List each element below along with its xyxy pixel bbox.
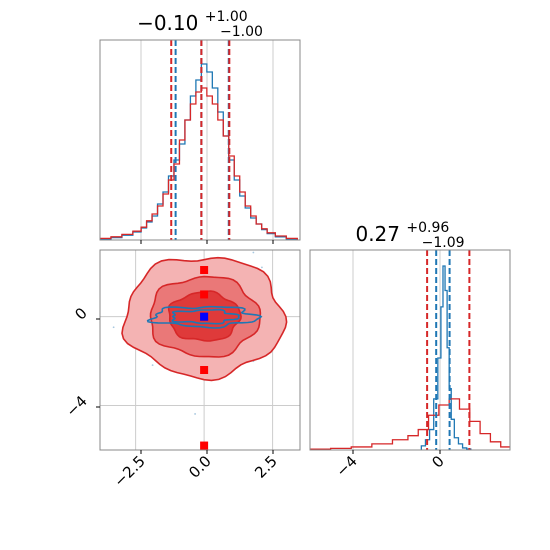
bottom-right-frame bbox=[309, 249, 511, 451]
bl-xtick-label-m2.5: −2.5 bbox=[110, 452, 148, 490]
top-left-title-sup: +1.00 bbox=[205, 9, 248, 25]
bottom-right-title-sup: +0.96 bbox=[406, 220, 449, 236]
bottom-left-frame bbox=[99, 249, 301, 451]
bl-marker-0-2 bbox=[200, 366, 209, 374]
tick-marks bbox=[96, 240, 441, 454]
bl-sample-point-101 bbox=[194, 413, 196, 415]
bl-xtick-label-0: 0.0 bbox=[185, 452, 215, 482]
br-xtick-label-m4: −4 bbox=[332, 452, 360, 480]
bl-ytick-label-0: 0 bbox=[71, 304, 90, 323]
bottom-right-title: 0.27 +0.96 −1.09 bbox=[355, 213, 464, 251]
bl-sample-point-28 bbox=[261, 266, 263, 269]
bl-sample-point-116 bbox=[252, 251, 255, 254]
br-xtick-label-0: 0 bbox=[428, 452, 447, 471]
bl-blue-contour-0 bbox=[146, 305, 263, 329]
bl-marker-1-0 bbox=[200, 312, 209, 321]
bl-marker-0-1 bbox=[200, 290, 209, 299]
bottom-right-title-sub: −1.09 bbox=[422, 235, 465, 251]
bl-blue-contour-1 bbox=[171, 308, 241, 325]
bl-sample-point-208 bbox=[112, 326, 115, 329]
top-left-title-sub: −1.00 bbox=[220, 24, 263, 40]
top-left-title: −0.10 +1.00 −1.00 bbox=[137, 2, 263, 40]
bl-sample-point-118 bbox=[151, 364, 154, 367]
top-left-frame bbox=[99, 39, 301, 241]
bottom-right-title-value: 0.27 bbox=[355, 222, 400, 246]
bl-xtick-label-2.5: 2.5 bbox=[251, 452, 281, 482]
bl-sample-point-111 bbox=[308, 316, 310, 318]
bl-marker-0-3 bbox=[200, 441, 209, 450]
bl-marker-0-0 bbox=[200, 266, 209, 274]
tl-series-1-step bbox=[100, 87, 298, 240]
bottom-right-histogram-panel bbox=[310, 250, 510, 450]
tl-series-0-step bbox=[100, 63, 298, 240]
br-series-1-step bbox=[310, 398, 510, 450]
bl-sample-point-81 bbox=[71, 288, 73, 290]
bottom-left-contour-panel bbox=[71, 250, 310, 450]
br-series-0-step bbox=[420, 265, 472, 450]
top-left-histogram-panel bbox=[100, 40, 298, 240]
top-left-title-value: −0.10 bbox=[137, 11, 198, 35]
bl-ytick-label-m4: −4 bbox=[62, 392, 90, 420]
